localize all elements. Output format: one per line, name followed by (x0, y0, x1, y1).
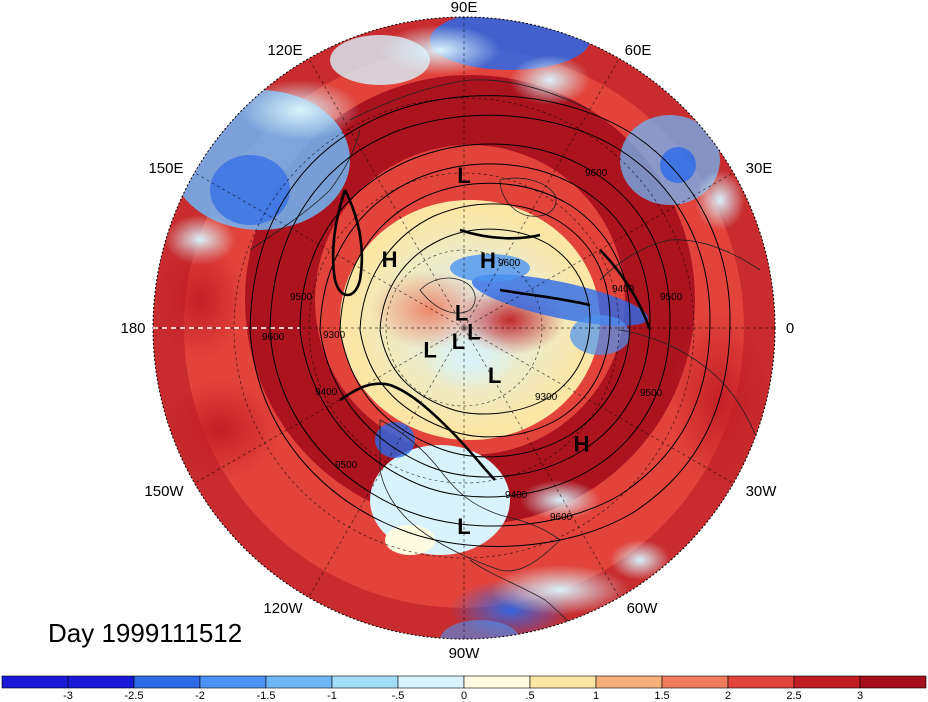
colorbar-tick-label: 2.5 (786, 690, 801, 702)
lon-label-120w: 120W (263, 600, 303, 617)
contour-label: 9500 (660, 292, 683, 303)
colorbar-segment (331, 675, 399, 689)
colorbar-segment (529, 675, 597, 689)
day-label: Day 1999111512 (48, 618, 243, 648)
longitude-labels: 90E 60E 30E 0 30W 60W 90W 120W 150W 180 … (120, 0, 794, 662)
colorbar-tick-label: 1 (593, 690, 599, 702)
colorbar-tick-label: 2 (725, 690, 731, 702)
contour-label: 9600 (262, 332, 285, 343)
lon-label-120e: 120E (267, 42, 302, 59)
colorbar-tick-label: 0 (461, 690, 467, 702)
contour-label: 9600 (585, 168, 608, 179)
colorbar-segment (661, 675, 729, 689)
colorbar-segment (727, 675, 795, 689)
lon-label-30e: 30E (746, 160, 773, 177)
contour-label: 9300 (323, 330, 346, 341)
colorbar-tick-label: -.5 (392, 690, 405, 702)
colorbar-tick-label: -2.5 (125, 690, 144, 702)
lon-label-0: 0 (786, 320, 794, 337)
height-contours (249, 95, 731, 547)
colorbar-segment (1, 675, 69, 689)
colorbar-segment (463, 675, 531, 689)
colorbar-tick-label: -1.5 (257, 690, 276, 702)
lon-label-60e: 60E (625, 42, 652, 59)
lon-label-150e: 150E (148, 160, 183, 177)
lon-label-90e: 90E (451, 0, 478, 16)
colorbar-segment (793, 675, 861, 689)
colorbar-tick-label: 3 (857, 690, 863, 702)
colorbar-tick-label: .5 (525, 690, 534, 702)
low-pressure-marker: L (457, 163, 470, 188)
contour-label: 9400 (505, 490, 528, 501)
low-pressure-marker: L (455, 300, 468, 325)
contour-label: 9300 (535, 392, 558, 403)
contour-label: 9400 (315, 387, 338, 398)
contour-label: 9500 (290, 292, 313, 303)
contour-label: 9500 (640, 388, 663, 399)
low-pressure-marker: L (452, 329, 465, 354)
lon-label-180: 180 (120, 320, 145, 337)
colorbar-tick-label: -2 (195, 690, 205, 702)
anomaly-field (153, 17, 775, 639)
low-pressure-marker: L (467, 320, 480, 345)
colorbar-segment (133, 675, 201, 689)
low-pressure-marker: L (488, 363, 501, 388)
colorbar-tick-label: -3 (63, 690, 73, 702)
colorbar-segment (859, 675, 927, 689)
colorbar-segment (397, 675, 465, 689)
colorbar-segment (265, 675, 333, 689)
colorbar-tick-label: 1.5 (654, 690, 669, 702)
contour-value-labels: 9600 9500 9400 9300 9600 9500 9400 9600 … (262, 168, 683, 523)
lon-label-90w: 90W (449, 645, 481, 662)
colorbar-segment (67, 675, 135, 689)
contour-label: 9600 (550, 512, 573, 523)
high-pressure-marker: H (480, 248, 496, 273)
lon-label-60w: 60W (627, 600, 659, 617)
contour-label: 9600 (498, 258, 521, 269)
jet-contours (331, 189, 652, 481)
colorbar: -3 -2.5 -2 -1.5 -1 -.5 0 .5 1 1.5 2 2.5 3 (1, 675, 927, 702)
low-pressure-marker: L (423, 338, 436, 363)
high-pressure-marker: H (382, 247, 398, 272)
colorbar-segment (595, 675, 663, 689)
low-pressure-marker: L (457, 514, 470, 539)
lon-label-150w: 150W (144, 483, 184, 500)
colorbar-segment (199, 675, 267, 689)
high-pressure-marker: H (574, 431, 590, 456)
contour-label: 9400 (612, 284, 635, 295)
contour-label: 9500 (335, 460, 358, 471)
colorbar-tick-label: -1 (327, 690, 337, 702)
lon-label-30w: 30W (746, 483, 778, 500)
